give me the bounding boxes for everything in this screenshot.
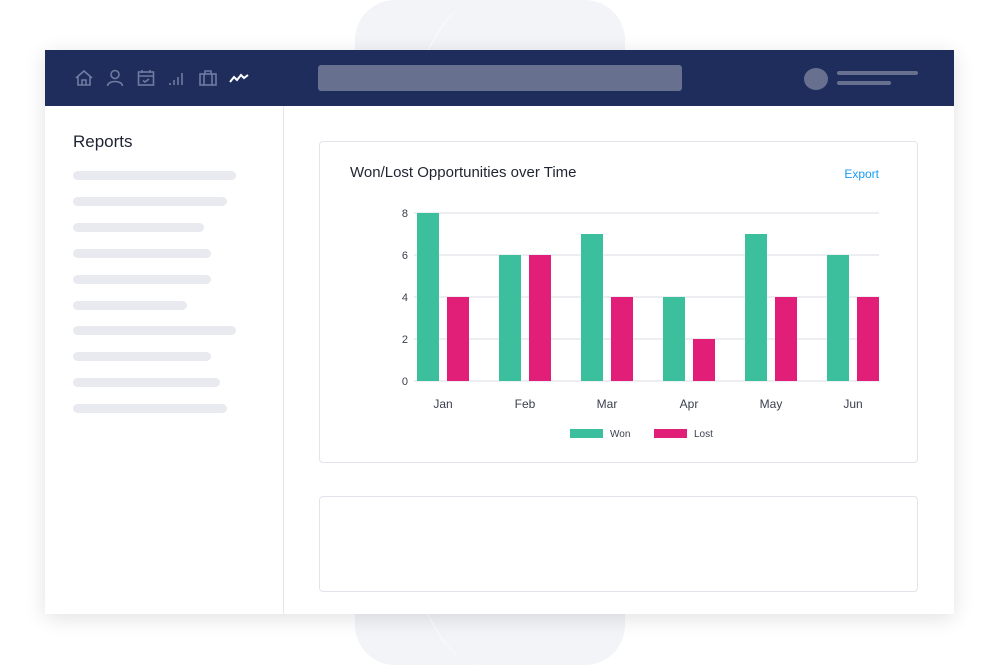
bar-won-feb [499,255,521,381]
top-nav [45,50,954,106]
y-tick-label: 6 [402,250,408,262]
sidebar-item[interactable] [73,275,211,284]
bar-lost-mar [611,297,633,381]
legend-label-won: Won [610,429,630,440]
bar-lost-feb [529,255,551,381]
y-tick-label: 4 [402,292,408,304]
x-tick-label: Mar [597,397,618,411]
bar-won-may [745,234,767,381]
bar-won-mar [581,234,603,381]
calendar-check-icon[interactable] [136,68,156,88]
bar-won-jan [417,213,439,381]
sidebar: Reports [45,106,284,614]
search-input[interactable] [318,65,682,91]
sidebar-title: Reports [73,132,133,151]
signal-bars-icon[interactable] [167,68,187,88]
bar-lost-jun [857,297,879,381]
chart-title: Won/Lost Opportunities over Time [350,164,577,181]
y-tick-label: 2 [402,334,408,346]
chart-card: Won/Lost Opportunities over Time Export … [319,141,918,463]
sidebar-item[interactable] [73,197,227,206]
x-tick-label: May [760,397,783,411]
bar-won-apr [663,297,685,381]
legend-swatch-lost [654,429,687,438]
user-icon[interactable] [105,68,125,88]
sidebar-item[interactable] [73,326,236,335]
bar-won-jun [827,255,849,381]
user-role-placeholder [837,81,891,85]
empty-card [319,496,918,592]
sidebar-item[interactable] [73,378,220,387]
activity-icon[interactable] [229,68,249,88]
x-tick-label: Jun [843,397,862,411]
avatar[interactable] [804,68,828,90]
user-name-placeholder [837,71,918,75]
home-icon[interactable] [74,68,94,88]
sidebar-item[interactable] [73,352,211,361]
sidebar-item[interactable] [73,404,227,413]
legend-swatch-won [570,429,603,438]
briefcase-icon[interactable] [198,68,218,88]
bar-lost-jan [447,297,469,381]
bar-lost-may [775,297,797,381]
legend-label-lost: Lost [694,429,713,440]
sidebar-item[interactable] [73,301,187,310]
x-tick-label: Jan [433,397,452,411]
x-tick-label: Apr [680,397,699,411]
export-link[interactable]: Export [844,167,879,181]
sidebar-item[interactable] [73,171,236,180]
y-tick-label: 0 [402,376,408,388]
x-tick-label: Feb [515,397,536,411]
bar-lost-apr [693,339,715,381]
sidebar-item[interactable] [73,223,204,232]
app-window: Reports Won/Lost Opportunities over Time… [45,50,954,614]
bar-chart: 0 2 4 6 8 Jan Feb Mar Apr May Jun Won Lost [402,208,879,440]
y-tick-label: 8 [402,208,408,220]
sidebar-item[interactable] [73,249,211,258]
